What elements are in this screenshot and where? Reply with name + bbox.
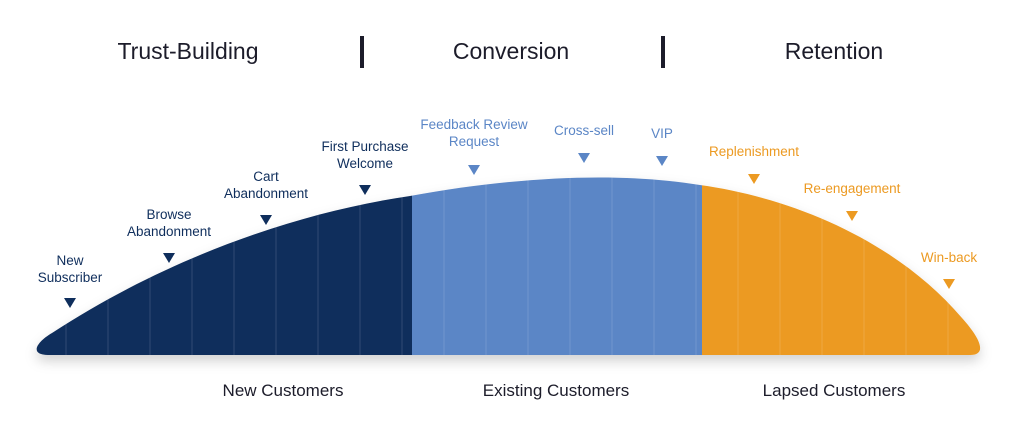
stage-label-feedback-review-request: Feedback Review Request: [420, 117, 528, 149]
stage-marker-cross-sell: [578, 153, 590, 163]
stage-marker-cart-abandonment: [260, 215, 272, 225]
stage-label-replenishment: Replenishment: [708, 144, 800, 159]
stage-marker-vip: [656, 156, 668, 166]
stage-marker-re-engagement: [846, 211, 858, 221]
stage-label-browse-abandonment: Browse Abandonment: [126, 207, 212, 239]
stage-marker-new-subscriber: [64, 298, 76, 308]
stage-label-vip: VIP: [651, 126, 673, 141]
segment-existing-customers: [412, 177, 702, 355]
stage-label-new-subscriber: New Subscriber: [37, 253, 103, 285]
stage-label-first-purchase-welcome: First Purchase Welcome: [321, 139, 409, 171]
phase-trust-building: Trust-Building: [117, 38, 259, 64]
phase-conversion: Conversion: [452, 38, 570, 64]
phase-retention: Retention: [784, 38, 884, 64]
group-label-new-customers: New Customers: [222, 381, 344, 400]
stage-label-cart-abandonment: Cart Abandonment: [223, 169, 309, 201]
stage-marker-browse-abandonment: [163, 253, 175, 263]
stage-label-re-engagement: Re-engagement: [803, 181, 901, 196]
group-label-lapsed-customers: Lapsed Customers: [762, 381, 906, 400]
stage-marker-replenishment: [748, 174, 760, 184]
group-label-existing-customers: Existing Customers: [482, 381, 630, 400]
stage-marker-first-purchase-welcome: [359, 185, 371, 195]
phase-separator: [661, 36, 665, 68]
phase-separator: [360, 36, 364, 68]
stage-label-cross-sell: Cross-sell: [553, 123, 615, 138]
stage-marker-feedback-review-request: [468, 165, 480, 175]
stage-label-win-back: Win-back: [920, 250, 978, 265]
stage-marker-win-back: [943, 279, 955, 289]
